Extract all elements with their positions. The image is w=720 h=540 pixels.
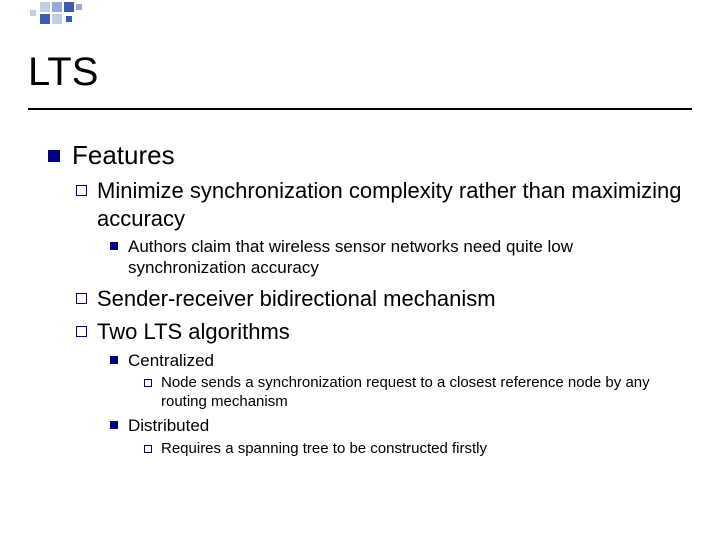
bullet-level3: Authors claim that wireless sensor netwo… <box>110 236 688 279</box>
header-decoration <box>0 0 720 26</box>
hollow-square-bullet-icon <box>76 326 87 337</box>
bullet-level2: Sender-receiver bidirectional mechanism <box>76 285 688 313</box>
bullet-level1: Features <box>48 140 688 171</box>
slide: LTS Features Minimize synchronization co… <box>0 0 720 540</box>
bullet-text: Two LTS algorithms <box>97 318 290 346</box>
filled-square-bullet-icon <box>48 150 60 162</box>
bullet-level4: Requires a spanning tree to be construct… <box>144 440 688 459</box>
slide-body: Features Minimize synchronization comple… <box>48 140 688 460</box>
title-underline <box>28 108 692 110</box>
hollow-square-bullet-icon <box>144 445 152 453</box>
bullet-text: Sender-receiver bidirectional mechanism <box>97 285 496 313</box>
bullet-text: Authors claim that wireless sensor netwo… <box>128 236 688 279</box>
bullet-text: Distributed <box>128 415 209 436</box>
bullet-text: Node sends a synchronization request to … <box>161 374 688 412</box>
bullet-text: Minimize synchronization complexity rath… <box>97 177 688 232</box>
hollow-square-bullet-icon <box>144 379 152 387</box>
bullet-text: Requires a spanning tree to be construct… <box>161 440 487 459</box>
hollow-square-bullet-icon <box>76 293 87 304</box>
bullet-text: Centralized <box>128 350 214 371</box>
hollow-square-bullet-icon <box>76 185 87 196</box>
filled-square-bullet-icon <box>110 421 118 429</box>
filled-square-bullet-icon <box>110 242 118 250</box>
bullet-level3: Centralized <box>110 350 688 371</box>
bullet-level2: Minimize synchronization complexity rath… <box>76 177 688 232</box>
bullet-level3: Distributed <box>110 415 688 436</box>
filled-square-bullet-icon <box>110 356 118 364</box>
bullet-level2: Two LTS algorithms <box>76 318 688 346</box>
slide-title: LTS <box>28 50 98 95</box>
bullet-text: Features <box>72 140 175 171</box>
bullet-level4: Node sends a synchronization request to … <box>144 374 688 412</box>
